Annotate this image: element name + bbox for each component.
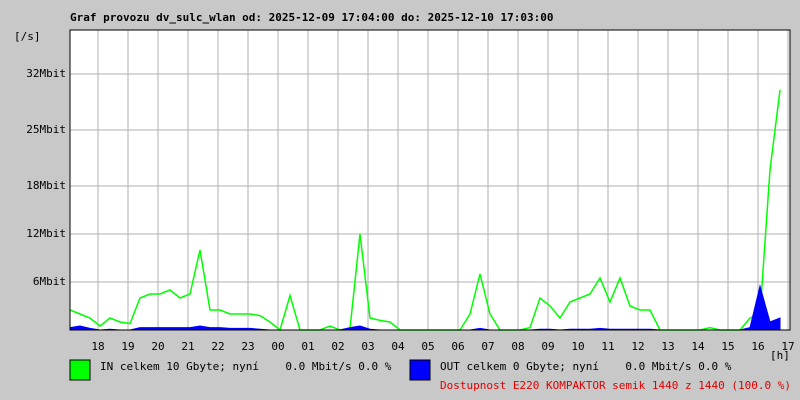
legend-entry: IN celkem 10 Gbyte; nyní 0.0 Mbit/s 0.0 … xyxy=(100,360,392,373)
x-tick-label: 14 xyxy=(691,340,705,353)
y-tick-label: 25Mbit xyxy=(26,123,66,136)
x-tick-label: 01 xyxy=(301,340,314,353)
legend-entry: OUT celkem 0 Gbyte; nyní 0.0 Mbit/s 0.0 … xyxy=(440,360,732,373)
x-tick-label: 13 xyxy=(661,340,674,353)
x-tick-label: 09 xyxy=(541,340,554,353)
availability-note: Dostupnost E220 KOMPAKTOR semik 1440 z 1… xyxy=(440,379,791,392)
x-tick-label: 19 xyxy=(121,340,134,353)
x-tick-label: 16 xyxy=(751,340,764,353)
x-tick-label: 00 xyxy=(271,340,284,353)
x-tick-label: 18 xyxy=(91,340,104,353)
x-tick-label: 03 xyxy=(361,340,374,353)
x-tick-label: 05 xyxy=(421,340,434,353)
plot-area xyxy=(70,30,790,330)
y-tick-label: 12Mbit xyxy=(26,227,66,240)
x-tick-label: 23 xyxy=(241,340,254,353)
x-tick-label: 02 xyxy=(331,340,344,353)
legend-swatch xyxy=(409,359,431,381)
x-tick-label: 20 xyxy=(151,340,164,353)
x-tick-label: 06 xyxy=(451,340,464,353)
legend-swatch xyxy=(69,359,91,381)
chart-title: Graf provozu dv_sulc_wlan od: 2025-12-09… xyxy=(70,11,553,24)
y-axis-label: [/s] xyxy=(14,30,41,43)
x-tick-label: 17 xyxy=(781,340,794,353)
x-tick-label: 04 xyxy=(391,340,405,353)
y-tick-label: 32Mbit xyxy=(26,67,66,80)
x-tick-label: 12 xyxy=(631,340,644,353)
x-tick-label: 21 xyxy=(181,340,194,353)
x-axis-label: [h] xyxy=(770,349,790,362)
x-tick-label: 15 xyxy=(721,340,734,353)
y-tick-label: 6Mbit xyxy=(33,275,66,288)
x-tick-label: 07 xyxy=(481,340,494,353)
x-tick-label: 11 xyxy=(601,340,614,353)
plot-border xyxy=(69,29,791,331)
x-tick-label: 08 xyxy=(511,340,524,353)
y-tick-label: 18Mbit xyxy=(26,179,66,192)
x-tick-label: 22 xyxy=(211,340,224,353)
x-tick-label: 10 xyxy=(571,340,584,353)
